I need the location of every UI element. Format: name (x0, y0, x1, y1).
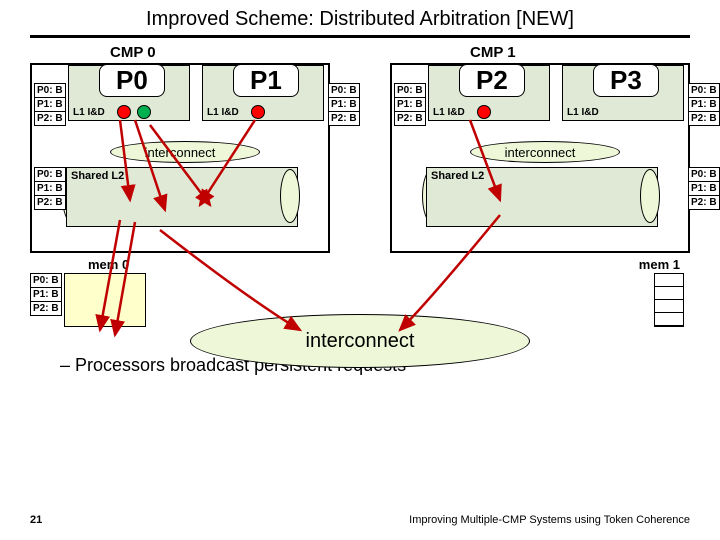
big-interconnect: interconnect (190, 314, 530, 368)
mem-0-box (64, 273, 146, 327)
big-interconnect-label: interconnect (306, 330, 415, 353)
tag: P0: B (34, 167, 66, 181)
interconnect-label: interconnect (392, 145, 688, 160)
shared-l2: Shared L2 (66, 167, 298, 227)
cmp-0-box: Store B Store B P0: B P1: B P2: B P0 L1 … (30, 63, 330, 253)
l1-label: L1 I&D (433, 107, 465, 118)
tag: P0: B (328, 83, 360, 97)
title-underline (30, 35, 690, 38)
shared-l2-label: Shared L2 (427, 168, 657, 184)
footer-text: Improving Multiple-CMP Systems using Tok… (409, 514, 690, 526)
tag: P0: B (394, 83, 426, 97)
tag-col: P0: B P1: B P2: B (34, 167, 66, 210)
proc-p1-label: P1 (233, 64, 299, 97)
tag: P0: B (688, 167, 720, 181)
mem-1-box (654, 273, 684, 327)
tag: P2: B (328, 111, 360, 126)
page-title: Improved Scheme: Distributed Arbitration… (0, 0, 720, 35)
tag: P2: B (688, 111, 720, 126)
tag: P0: B (30, 273, 62, 287)
l2-oval (640, 169, 660, 223)
proc-p3-label: P3 (593, 64, 659, 97)
tag: P0: B (688, 83, 720, 97)
tag: P2: B (688, 195, 720, 210)
mem-0-label: mem 0 (88, 257, 330, 272)
dot-icon (251, 105, 265, 119)
cmp-0: CMP 0 Store B Store B P0: B P1: B P2: B … (30, 44, 330, 253)
tag: P0: B (34, 83, 66, 97)
tag: P1: B (688, 97, 720, 111)
tag-col: P0: B P1: B P2: B (688, 167, 720, 210)
cmp-1-label: CMP 1 (470, 44, 690, 61)
dot-icon (477, 105, 491, 119)
page-number: 21 (30, 514, 42, 526)
footer: 21 Improving Multiple-CMP Systems using … (0, 514, 720, 526)
tag: P2: B (34, 111, 66, 126)
tag: P1: B (328, 97, 360, 111)
tag-col: P0: B P1: B P2: B (34, 83, 66, 126)
tag: P1: B (34, 181, 66, 195)
tag: P1: B (688, 181, 720, 195)
shared-l2-label: Shared L2 (67, 168, 297, 184)
dot-icon (137, 105, 151, 119)
tag: P1: B (394, 97, 426, 111)
cmp-1-box: Store B P0: B P1: B P2: B P2 L1 I&D P3 L… (390, 63, 690, 253)
l2-oval (280, 169, 300, 223)
dot-icon (117, 105, 131, 119)
mem-1-label: mem 1 (390, 257, 680, 272)
cmp-row: CMP 0 Store B Store B P0: B P1: B P2: B … (0, 44, 720, 253)
tag-col: P0: B P1: B P2: B (328, 83, 360, 126)
proc-p0-label: P0 (99, 64, 165, 97)
proc-p2-label: P2 (459, 64, 525, 97)
l1-label: L1 I&D (73, 107, 105, 118)
tag: P2: B (394, 111, 426, 126)
interconnect-label: interconnect (32, 145, 328, 160)
tag-col: P0: B P1: B P2: B (688, 83, 720, 126)
proc-p3: P3 L1 I&D (562, 65, 684, 121)
cmp-1: CMP 1 Store B P0: B P1: B P2: B P2 L1 I&… (390, 44, 690, 253)
tag-col: P0: B P1: B P2: B (394, 83, 426, 126)
shared-l2: Shared L2 (426, 167, 658, 227)
l1-label: L1 I&D (567, 107, 599, 118)
proc-p0: P0 L1 I&D (68, 65, 190, 121)
proc-p2: P2 L1 I&D (428, 65, 550, 121)
tag: P2: B (34, 195, 66, 210)
proc-p1: P1 L1 I&D (202, 65, 324, 121)
l1-label: L1 I&D (207, 107, 239, 118)
cmp-0-label: CMP 0 (110, 44, 330, 61)
tag-col: P0: B P1: B P2: B (30, 273, 62, 316)
tag: P2: B (30, 301, 62, 316)
tag: P1: B (30, 287, 62, 301)
tag: P1: B (34, 97, 66, 111)
